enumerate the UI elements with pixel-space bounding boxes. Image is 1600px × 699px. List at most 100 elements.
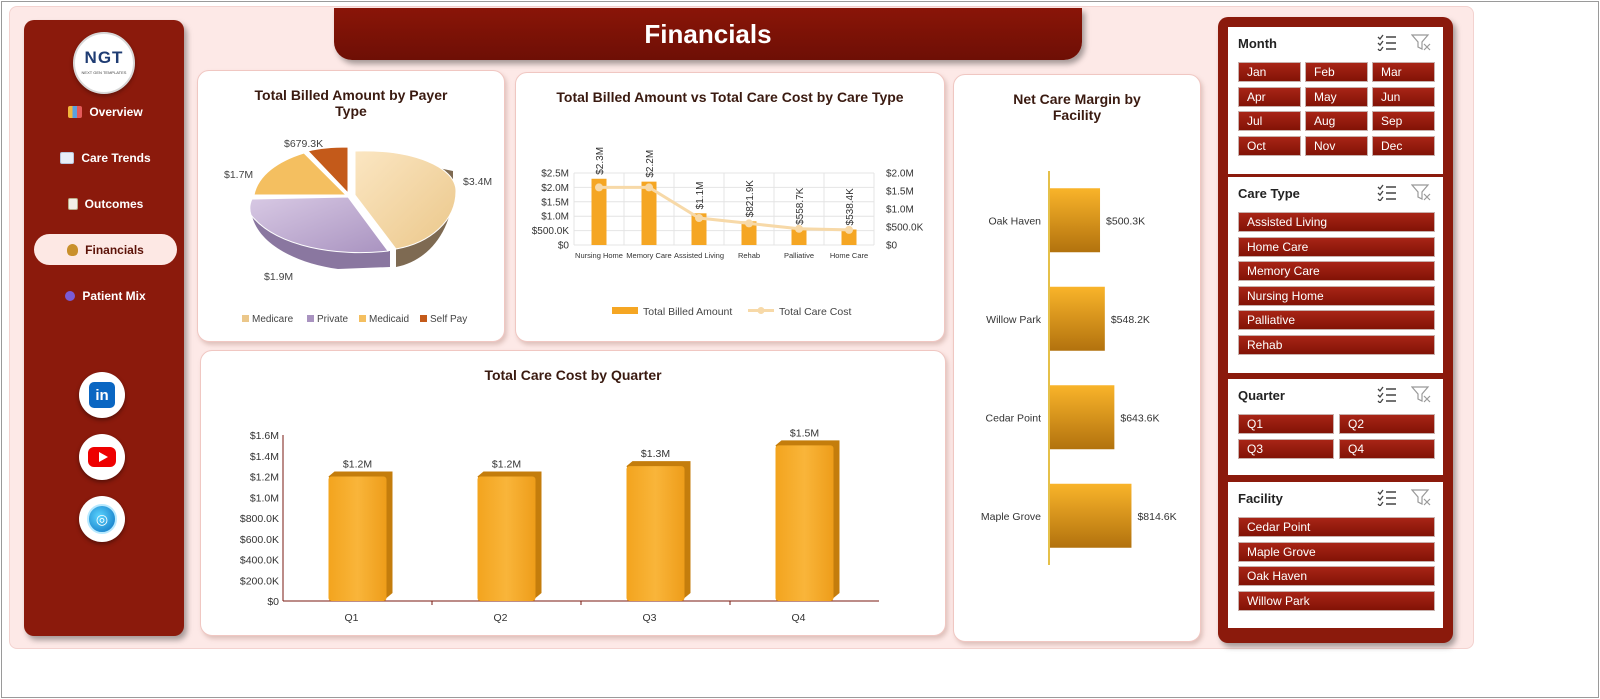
nav-outcomes[interactable]: Outcomes [34,188,177,219]
bar-billed-amount[interactable] [691,213,707,245]
y-right-tick-label: $2.0M [886,169,914,180]
slicer-item[interactable]: Jan [1238,62,1301,82]
line-point-care-cost[interactable] [745,219,753,228]
slicer-item[interactable]: Q4 [1339,438,1435,459]
clear-filter-icon[interactable] [1411,34,1431,51]
facility-value-label: $814.6K [1137,511,1176,523]
quarter-bar[interactable] [626,466,685,601]
slicer-item[interactable]: Assisted Living [1238,212,1435,232]
bar-value-label: $538.4K [845,188,856,226]
pie-slice-selfpay[interactable] [307,146,349,195]
multi-select-icon[interactable] [1377,34,1397,51]
slicer-item[interactable]: Oak Haven [1238,566,1435,586]
slicer-item[interactable]: Jun [1372,86,1435,107]
facility-category-label: Oak Haven [988,215,1041,227]
multi-select-icon[interactable] [1377,184,1397,201]
facility-category-label: Willow Park [986,314,1042,326]
clear-filter-icon[interactable] [1411,184,1431,201]
slicer-item[interactable]: Willow Park [1238,590,1435,611]
bar-billed-amount[interactable] [641,181,657,245]
nav-patient-mix[interactable]: Patient Mix [34,280,177,311]
clear-filter-icon[interactable] [1411,489,1431,506]
bar-billed-amount[interactable] [741,221,757,245]
line-point-care-cost[interactable] [595,183,603,192]
bar-billed-amount[interactable] [791,228,807,245]
slicer-item[interactable]: Sep [1372,111,1435,131]
facility-bar[interactable] [1050,286,1105,351]
nav-overview[interactable]: Overview [34,96,177,127]
legend-swatch-cost-point [757,307,765,314]
line-point-care-cost[interactable] [645,183,653,192]
pie-slice-medicare[interactable] [354,150,457,250]
slicer-item[interactable]: Aug [1305,111,1368,131]
x-tick-label: Home Care [830,251,868,260]
youtube-icon [88,447,116,467]
slicer-item[interactable]: Maple Grove [1238,541,1435,562]
y-left-tick-label: $1.0M [541,212,569,223]
pie-label-selfpay: $679.3K [284,138,323,150]
logo-subtext: NEXT GEN TEMPLATES [81,70,127,75]
pie-slice-medicaid[interactable] [253,152,348,196]
clipboard-icon [67,197,78,210]
legend-billed: Total Billed Amount [643,306,732,318]
line-point-care-cost[interactable] [695,214,703,222]
slicer-item[interactable]: Q3 [1238,438,1334,459]
website-button[interactable]: ◎ [79,496,125,542]
quarter-value-label: $1.3M [641,448,670,460]
care-type-slicer: Care Type Assisted Living Home Care Memory… [1228,177,1443,373]
facility-bar[interactable] [1050,483,1132,548]
legend-swatch-private [307,315,314,322]
bar-billed-amount[interactable] [591,178,607,245]
x-tick-label: Assisted Living [674,251,724,260]
slicer-item[interactable]: Q1 [1238,414,1334,434]
legend-swatch-selfpay [420,315,427,322]
slicer-item[interactable]: Memory Care [1238,261,1435,281]
multi-select-icon[interactable] [1377,386,1397,403]
slicer-item[interactable]: May [1305,86,1368,107]
slicer-item[interactable]: Rehab [1238,334,1435,355]
line-care-cost[interactable] [599,185,850,232]
slicer-item[interactable]: Nov [1305,135,1368,156]
bar-billed-amount[interactable] [841,229,857,245]
quarter-x-label: Q2 [493,612,507,624]
slicer-item[interactable]: Apr [1238,86,1301,107]
facility-bar-chart: Oak Haven $500.3K Willow Park $548.2K Cedar … [981,171,1177,565]
clear-filter-icon[interactable] [1411,386,1431,403]
bar-value-label: $1.1M [695,182,706,210]
facility-category-label: Maple Grove [981,511,1041,523]
payer-chart-title: Total Billed Amount by Payer Type [254,87,448,119]
slicer-item[interactable]: Cedar Point [1238,517,1435,537]
line-point-care-cost[interactable] [845,225,853,234]
multi-select-icon[interactable] [1377,489,1397,506]
slicer-panel: Month Jan Feb Mar Apr May Jun Jul Aug Sep Oct Nov D… [1218,17,1453,643]
quarter-bar[interactable] [775,445,834,601]
pie-slice-private[interactable] [249,196,389,254]
slicer-item[interactable]: Jul [1238,111,1301,131]
linkedin-button[interactable]: in [79,372,125,418]
y-tick-label: $600.0K [240,534,279,546]
x-tick-label: Nursing Home [575,251,623,260]
quarter-x-label: Q3 [642,612,656,624]
slicer-item[interactable]: Q2 [1339,414,1435,434]
care-type-combo-chart: $0 $500.0K $1.0M $1.5M $2.0M $2.5M $0 $500.0K $1… [532,147,924,318]
slicer-item[interactable]: Feb [1305,62,1368,82]
slicer-item[interactable]: Palliative [1238,310,1435,330]
quarter-bar[interactable] [328,476,387,602]
pie-label-medicare: $3.4M [463,176,492,188]
facility-bar[interactable] [1050,385,1115,450]
slicer-item[interactable]: Nursing Home [1238,285,1435,306]
facility-bar[interactable] [1050,188,1101,253]
nav-financials[interactable]: Financials [34,234,177,265]
x-tick-label: Rehab [738,251,760,260]
quarter-value-label: $1.2M [492,459,521,471]
bar-value-label: $2.2M [645,150,656,178]
slicer-item[interactable]: Mar [1372,62,1435,82]
slicer-item[interactable]: Home Care [1238,236,1435,257]
quarter-bar[interactable] [477,476,536,602]
slicer-item[interactable]: Dec [1372,135,1435,156]
slicer-item[interactable]: Oct [1238,135,1301,156]
quarter-chart-title: Total Care Cost by Quarter [484,367,662,383]
line-point-care-cost[interactable] [795,224,803,233]
youtube-button[interactable] [79,434,125,480]
nav-care-trends[interactable]: Care Trends [34,142,177,173]
